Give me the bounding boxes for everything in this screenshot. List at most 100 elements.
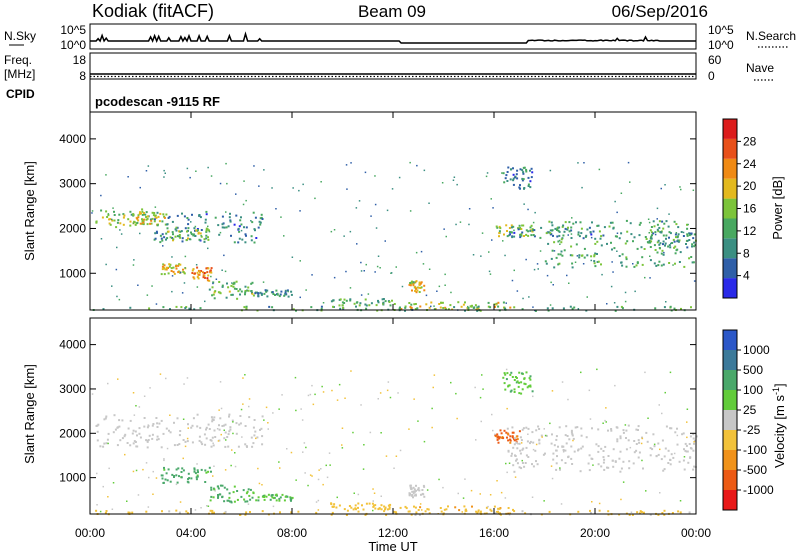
scatter-echo: [610, 285, 613, 288]
echo-cell: [175, 305, 178, 308]
echo-cell: [217, 485, 219, 488]
echo-cell: [244, 293, 246, 296]
echo-cell: [557, 229, 560, 232]
echo-cell: [683, 448, 685, 451]
scatter-echo: [365, 263, 367, 266]
echo-cell: [660, 458, 663, 461]
echo-cell: [105, 442, 108, 445]
echo-cell: [196, 474, 199, 477]
scatter-echo: [132, 470, 135, 473]
scatter-echo: [568, 282, 570, 284]
echo-cell: [165, 232, 168, 235]
scatter-echo: [215, 278, 218, 280]
echo-cell: [252, 294, 255, 297]
scatter-echo: [501, 172, 503, 174]
echo-cell: [209, 509, 212, 512]
scatter-echo: [207, 505, 210, 507]
echo-cell: [355, 301, 358, 304]
echo-cell: [661, 512, 664, 514]
echo-cell: [577, 233, 580, 236]
echo-cell: [551, 229, 554, 232]
scatter-echo: [490, 198, 492, 200]
echo-cell: [193, 277, 196, 280]
scatter-echo: [664, 184, 666, 186]
echo-cell: [399, 306, 401, 309]
echo-cell: [141, 210, 144, 213]
echo-cell: [519, 236, 522, 239]
echo-cell: [331, 511, 334, 514]
echo-cell: [525, 233, 528, 236]
scatter-echo: [508, 514, 511, 516]
echo-cell: [525, 371, 528, 374]
scatter-echo: [442, 486, 444, 489]
echo-cell: [622, 431, 625, 434]
echo-cell: [276, 293, 279, 296]
scatter-echo: [412, 281, 415, 283]
echo-cell: [507, 166, 510, 169]
echo-cell: [564, 462, 567, 464]
echo-cell: [226, 499, 229, 502]
echo-cell: [142, 221, 145, 224]
scatter-echo: [408, 428, 410, 430]
cpid-label: CPID: [6, 87, 35, 101]
echo-cell: [632, 462, 635, 465]
echo-cell: [464, 509, 467, 512]
echo-cell: [412, 492, 415, 495]
echo-cell: [205, 428, 207, 431]
echo-cell: [187, 218, 190, 221]
echo-cell: [198, 238, 201, 241]
scatter-echo: [159, 373, 162, 375]
scatter-echo: [194, 225, 197, 228]
echo-cell: [213, 488, 216, 491]
scatter-echo: [352, 431, 354, 434]
echo-cell: [171, 473, 174, 476]
echo-cell: [444, 306, 447, 309]
echo-cell: [129, 306, 132, 309]
echo-cell: [212, 496, 215, 499]
echo-cell: [573, 306, 576, 309]
echo-cell: [104, 512, 107, 514]
echo-cell: [177, 264, 180, 267]
echo-cell: [364, 303, 367, 306]
power-colorbar-cell: [723, 138, 737, 159]
echo-cell: [502, 376, 505, 379]
y-tick-label: 1000: [59, 471, 86, 485]
echo-cell: [211, 420, 214, 423]
scatter-echo: [468, 223, 470, 226]
echo-cell: [380, 508, 383, 511]
scatter-echo: [105, 174, 107, 176]
echo-cell: [421, 492, 424, 495]
echo-cell: [202, 276, 205, 279]
echo-cell: [633, 236, 636, 239]
echo-cell: [345, 514, 348, 516]
echo-cell: [690, 306, 692, 309]
echo-cell: [677, 510, 680, 513]
echo-cell: [531, 390, 534, 393]
echo-cell: [516, 462, 519, 465]
echo-cell: [583, 247, 586, 250]
echo-cell: [103, 418, 106, 421]
echo-cell: [658, 247, 661, 249]
scatter-echo: [175, 483, 178, 486]
scatter-echo: [379, 392, 382, 394]
echo-cell: [412, 284, 415, 287]
echo-cell: [498, 225, 501, 228]
scatter-echo: [345, 164, 348, 166]
echo-cell: [505, 174, 508, 177]
echo-cell: [558, 262, 561, 265]
scatter-echo: [345, 270, 347, 273]
echo-cell: [506, 436, 508, 439]
echo-cell: [160, 446, 163, 449]
echo-cell: [464, 508, 467, 511]
echo-cell: [374, 504, 377, 507]
echo-cell: [676, 239, 679, 242]
echo-cell: [146, 217, 149, 220]
echo-cell: [179, 236, 182, 239]
echo-cell: [549, 233, 552, 236]
echo-cell: [415, 291, 418, 294]
scatter-echo: [139, 186, 141, 189]
echo-cell: [527, 230, 530, 233]
echo-cell: [391, 299, 393, 302]
echo-cell: [259, 221, 262, 224]
